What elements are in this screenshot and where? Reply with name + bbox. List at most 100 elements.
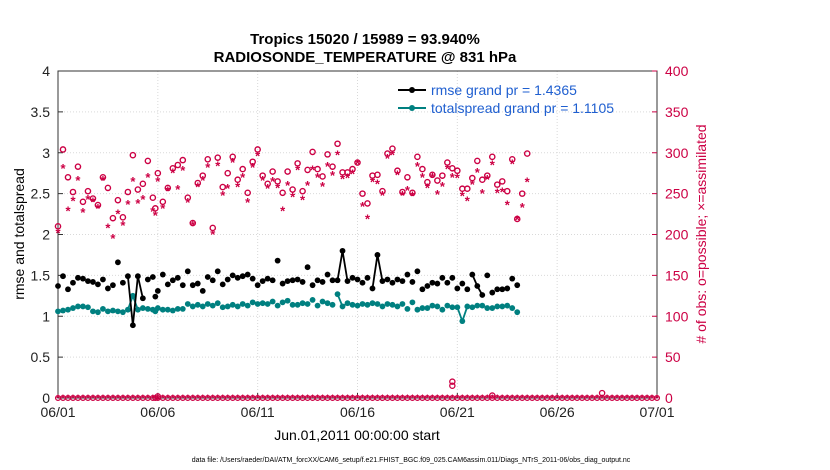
obs-assimilated-marker: * bbox=[525, 175, 531, 190]
obs-possible-marker bbox=[513, 215, 521, 223]
zero-obs-assimilated-marker: * bbox=[176, 394, 180, 405]
y-tick-label: 3 bbox=[42, 145, 50, 161]
obs-assimilated-marker: * bbox=[245, 195, 251, 210]
obs-assimilated-marker: * bbox=[180, 163, 186, 178]
spread-marker bbox=[139, 305, 146, 311]
zero-obs-assimilated-marker: * bbox=[141, 394, 145, 405]
spread-marker bbox=[174, 305, 181, 312]
zero-obs-assimilated-marker: * bbox=[231, 394, 235, 405]
obs-possible-marker bbox=[364, 200, 371, 207]
obs-assimilated-marker: * bbox=[365, 211, 371, 226]
zero-obs-assimilated-marker: * bbox=[440, 394, 444, 405]
spread-marker bbox=[364, 301, 371, 308]
zero-obs-assimilated-marker: * bbox=[530, 394, 534, 405]
zero-obs-assimilated-marker: * bbox=[545, 394, 549, 405]
zero-obs-assimilated-marker: * bbox=[550, 394, 554, 405]
obs-possible-marker bbox=[84, 187, 92, 195]
obs-possible-marker bbox=[114, 196, 122, 204]
obs-possible-marker bbox=[259, 172, 266, 179]
rmse-marker bbox=[314, 277, 321, 284]
obs-possible-marker bbox=[444, 159, 451, 166]
spread-marker bbox=[314, 302, 321, 309]
zero-obs-assimilated-marker: * bbox=[326, 394, 330, 405]
x-tick-label: 06/01 bbox=[40, 404, 75, 420]
spread-marker bbox=[100, 305, 106, 312]
spread-marker bbox=[359, 301, 366, 307]
obs-extra-marker bbox=[489, 392, 496, 399]
spread-marker bbox=[474, 302, 481, 309]
obs-possible-marker bbox=[64, 173, 72, 181]
obs-assimilated-marker: * bbox=[120, 218, 126, 233]
y-tick-label: 2.5 bbox=[31, 186, 51, 202]
spread-marker bbox=[75, 303, 81, 310]
spread-marker bbox=[319, 298, 326, 305]
obs-possible-marker bbox=[389, 145, 396, 152]
rmse-marker bbox=[189, 282, 196, 289]
zero-obs-assimilated-marker: * bbox=[645, 394, 649, 405]
rmse-marker bbox=[249, 275, 256, 282]
spread-marker bbox=[115, 308, 121, 315]
rmse-marker bbox=[404, 271, 411, 278]
obs-assimilated-marker: * bbox=[300, 193, 306, 208]
rmse-segment bbox=[376, 254, 384, 282]
zero-obs-assimilated-marker: * bbox=[630, 394, 634, 405]
y-axis-label: rmse and totalspread bbox=[11, 168, 27, 300]
spread-marker bbox=[55, 308, 61, 315]
obs-possible-marker bbox=[229, 153, 237, 161]
rmse-line bbox=[58, 251, 517, 325]
obs-possible-marker bbox=[478, 176, 486, 184]
rmse-marker bbox=[239, 273, 246, 280]
obs-assimilated-marker: * bbox=[315, 170, 321, 185]
spread-marker bbox=[199, 303, 206, 310]
zero-obs-assimilated-marker: * bbox=[381, 394, 385, 405]
rmse-marker bbox=[85, 278, 91, 284]
rmse-segment bbox=[126, 276, 134, 326]
obs-assimilated-marker: * bbox=[105, 220, 111, 235]
rmse-marker bbox=[299, 279, 306, 285]
zero-obs-assimilated-marker: * bbox=[575, 394, 579, 405]
spread-marker bbox=[90, 308, 96, 315]
zero-obs-assimilated-marker: * bbox=[136, 394, 140, 405]
obs-assimilated-marker: * bbox=[360, 199, 366, 214]
rmse-marker bbox=[80, 275, 86, 282]
rmse-marker bbox=[164, 281, 171, 288]
spread-marker bbox=[309, 297, 316, 303]
obs-assimilated-marker: * bbox=[145, 170, 151, 185]
spread-segment bbox=[342, 302, 349, 308]
obs-assimilated-marker: * bbox=[355, 157, 361, 172]
spread-marker bbox=[209, 302, 216, 309]
obs-assimilated-marker: * bbox=[240, 170, 246, 185]
zero-obs-assimilated-marker: * bbox=[246, 394, 250, 405]
zero-obs-assimilated-marker: * bbox=[166, 394, 170, 405]
rmse-marker bbox=[354, 276, 361, 283]
obs-possible-marker bbox=[274, 178, 281, 185]
y-tick-label: 0.5 bbox=[31, 349, 51, 365]
rmse-marker bbox=[254, 282, 261, 289]
obs-assimilated-marker: * bbox=[220, 188, 226, 203]
obs-assimilated-marker: * bbox=[125, 197, 131, 212]
rmse-marker bbox=[179, 282, 186, 289]
obs-possible-marker bbox=[209, 224, 217, 232]
zero-obs-assimilated-marker: * bbox=[221, 394, 225, 405]
zero-obs-assimilated-marker: * bbox=[490, 394, 494, 405]
obs-assimilated-marker: * bbox=[505, 198, 511, 213]
zero-obs-assimilated-marker: * bbox=[191, 394, 195, 405]
y2-tick-label: 400 bbox=[665, 63, 689, 79]
rmse-marker bbox=[269, 277, 276, 284]
obs-series: * * * * * * * * * * * * * * * * * * * *** * * * * * * * * * * * * * * * * * *… bbox=[54, 140, 661, 405]
obs-assimilated-marker: * bbox=[225, 181, 231, 196]
zero-obs-assimilated-marker: * bbox=[126, 394, 130, 405]
obs-assimilated-marker: * bbox=[440, 179, 446, 194]
y2-tick-label: 250 bbox=[665, 186, 689, 202]
obs-assimilated-marker: * bbox=[80, 205, 86, 220]
obs-assimilated-marker: * bbox=[480, 186, 486, 201]
zero-obs-assimilated-marker: * bbox=[71, 394, 75, 405]
rmse-marker bbox=[184, 268, 191, 275]
rmse-marker bbox=[289, 277, 296, 284]
spread-marker bbox=[399, 301, 406, 307]
spread-marker bbox=[144, 305, 151, 312]
zero-obs-possible-marker bbox=[653, 394, 661, 402]
spread-marker bbox=[469, 304, 476, 311]
spread-marker bbox=[259, 300, 266, 307]
zero-obs-assimilated-marker: * bbox=[400, 394, 404, 405]
